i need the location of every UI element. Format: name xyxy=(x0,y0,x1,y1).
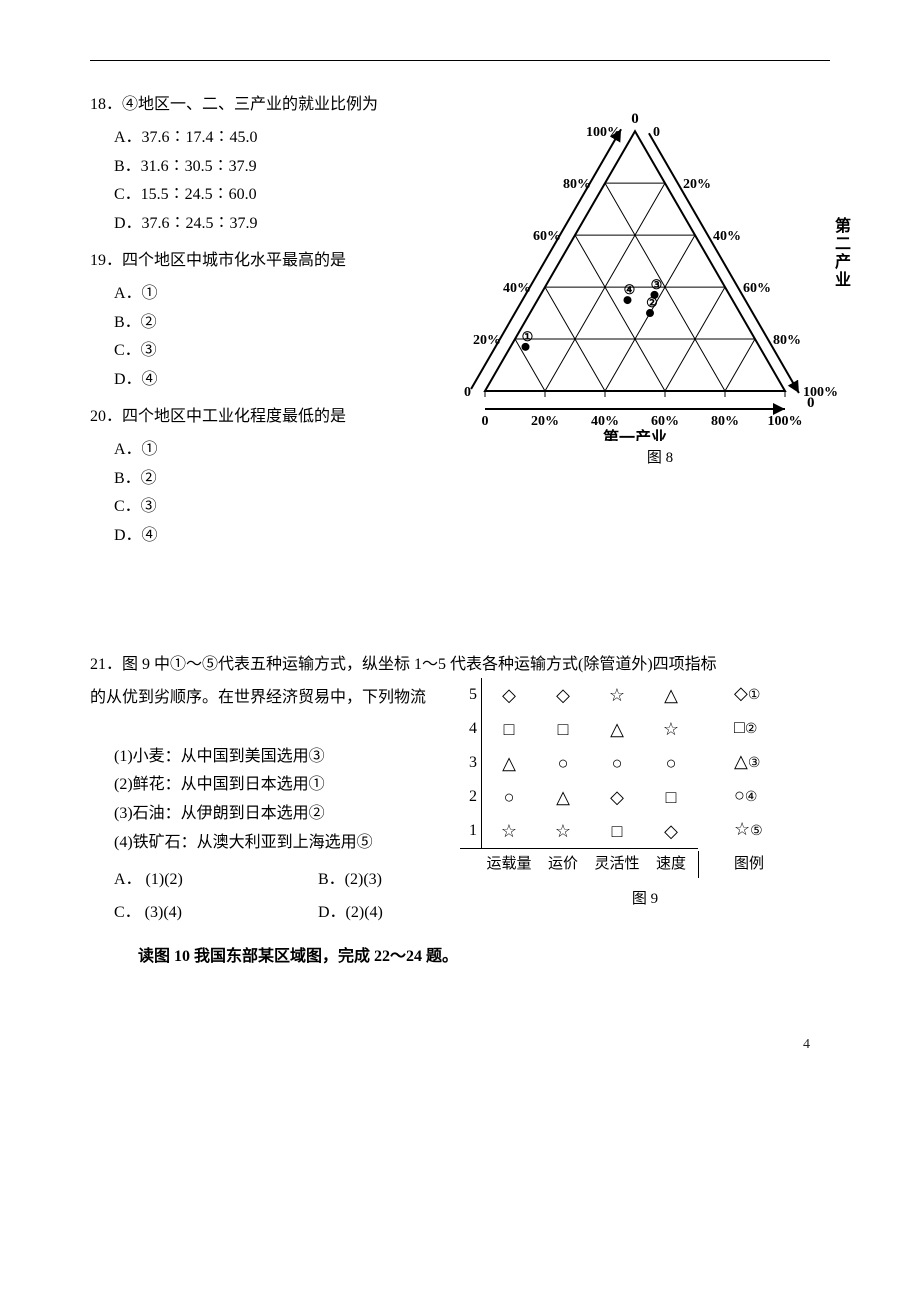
fig9-legend-title: 图例 xyxy=(726,851,816,878)
fig9-cell: ☆ xyxy=(590,678,644,712)
fig9-cell: □ xyxy=(482,712,536,746)
fig9-legend-item: ◇① xyxy=(726,676,816,713)
fig9-cell: ☆ xyxy=(482,814,536,848)
svg-text:60%: 60% xyxy=(743,281,771,296)
svg-text:0: 0 xyxy=(482,414,489,429)
fig9-legend-item: △③ xyxy=(726,744,816,781)
fig9-cell: ◇ xyxy=(482,678,536,712)
fig9-cell: ☆ xyxy=(536,814,590,848)
fig9-col-header: 灵活性 xyxy=(590,851,644,878)
svg-text:二: 二 xyxy=(835,236,851,253)
top-horizontal-rule xyxy=(90,60,830,61)
svg-text:80%: 80% xyxy=(711,414,739,429)
q21-opt-d: D．(2)(4) xyxy=(318,904,383,921)
svg-text:40%: 40% xyxy=(503,281,531,296)
fig9-legend-item: ○④ xyxy=(726,778,816,815)
svg-text:0: 0 xyxy=(631,111,639,127)
fig9-col-header: 运价 xyxy=(536,851,590,878)
svg-text:100%: 100% xyxy=(586,125,621,140)
svg-text:80%: 80% xyxy=(563,177,591,192)
fig9-ylabel: 1 xyxy=(460,814,482,848)
svg-text:100%: 100% xyxy=(768,414,803,429)
fig9-cell: ◇ xyxy=(536,678,590,712)
fig9-col-header: 速度 xyxy=(644,851,698,878)
figure-9-caption: 图 9 xyxy=(460,886,830,913)
svg-text:产: 产 xyxy=(835,252,851,271)
ternary-chart: 0 20% 40% 60% 80% 100% 0 20% 40% 60% 80% 100% 0 20% 40… xyxy=(450,81,870,441)
fig9-cell: △ xyxy=(590,712,644,746)
fig9-ylabel: 4 xyxy=(460,712,482,746)
block-q21: 21．图 9 中①～⑤代表五种运输方式，纵坐标 1～5 代表各种运输方式(除管道… xyxy=(90,651,830,927)
q21-opt-a: A． (1)(2) xyxy=(114,866,314,895)
svg-text:0: 0 xyxy=(464,385,471,400)
q20-opt-d: D．④ xyxy=(114,522,830,551)
svg-text:80%: 80% xyxy=(773,333,801,348)
q21-opt-b: B．(2)(3) xyxy=(318,871,382,888)
fig9-cell: ○ xyxy=(536,746,590,780)
svg-text:第: 第 xyxy=(835,216,851,235)
svg-text:60%: 60% xyxy=(651,414,679,429)
svg-text:60%: 60% xyxy=(533,229,561,244)
fig9-cell: ☆ xyxy=(644,712,698,746)
fig9-cell: △ xyxy=(536,780,590,814)
fig9-legend-item: ☆⑤ xyxy=(726,812,816,849)
fig9-ylabel: 2 xyxy=(460,780,482,814)
fig9-cell: □ xyxy=(644,780,698,814)
svg-text:0: 0 xyxy=(807,395,815,411)
fig9-cell: ◇ xyxy=(590,780,644,814)
figure-8: 0 20% 40% 60% 80% 100% 0 20% 40% 60% 80% 100% 0 20% 40… xyxy=(450,81,870,472)
q20-opt-c: C．③ xyxy=(114,493,830,522)
svg-text:第一产业: 第一产业 xyxy=(603,428,667,441)
fig9-legend-item: □② xyxy=(726,710,816,747)
q21-opt-c: C． (3)(4) xyxy=(114,899,314,928)
svg-text:业: 业 xyxy=(835,271,851,289)
fig9-cell: □ xyxy=(590,814,644,848)
fig9-cell: ◇ xyxy=(644,814,698,848)
svg-text:40%: 40% xyxy=(713,229,741,244)
svg-text:20%: 20% xyxy=(531,414,559,429)
svg-text:20%: 20% xyxy=(473,333,501,348)
svg-text:④: ④ xyxy=(624,282,636,297)
instruction-22-24: 读图 10 我国东部某区域图，完成 22～24 题。 xyxy=(138,943,830,972)
q21-stem-line1: 21．图 9 中①～⑤代表五种运输方式，纵坐标 1～5 代表各种运输方式(除管道… xyxy=(90,651,830,680)
fig9-cell: ○ xyxy=(482,780,536,814)
fig9-cell: △ xyxy=(644,678,698,712)
fig9-cell: ○ xyxy=(590,746,644,780)
figure-8-caption: 图 8 xyxy=(450,445,870,472)
fig9-ylabel: 3 xyxy=(460,746,482,780)
svg-text:40%: 40% xyxy=(591,414,619,429)
svg-text:20%: 20% xyxy=(683,177,711,192)
fig9-cell: □ xyxy=(536,712,590,746)
fig9-col-header: 运载量 xyxy=(482,851,536,878)
svg-text:③: ③ xyxy=(651,277,663,292)
fig9-ylabel: 5 xyxy=(460,678,482,712)
svg-text:0: 0 xyxy=(653,125,660,140)
figure-9: 5◇◇☆△◇①4□□△☆□②3△○○○△③2○△◇□○④1☆☆□◇☆⑤运载量运价… xyxy=(460,678,830,913)
fig9-cell: ○ xyxy=(644,746,698,780)
block-q18-20: 0 20% 40% 60% 80% 100% 0 20% 40% 60% 80% 100% 0 20% 40… xyxy=(90,91,830,551)
page-number: 4 xyxy=(90,1032,830,1057)
fig9-cell: △ xyxy=(482,746,536,780)
svg-text:①: ① xyxy=(522,329,534,344)
